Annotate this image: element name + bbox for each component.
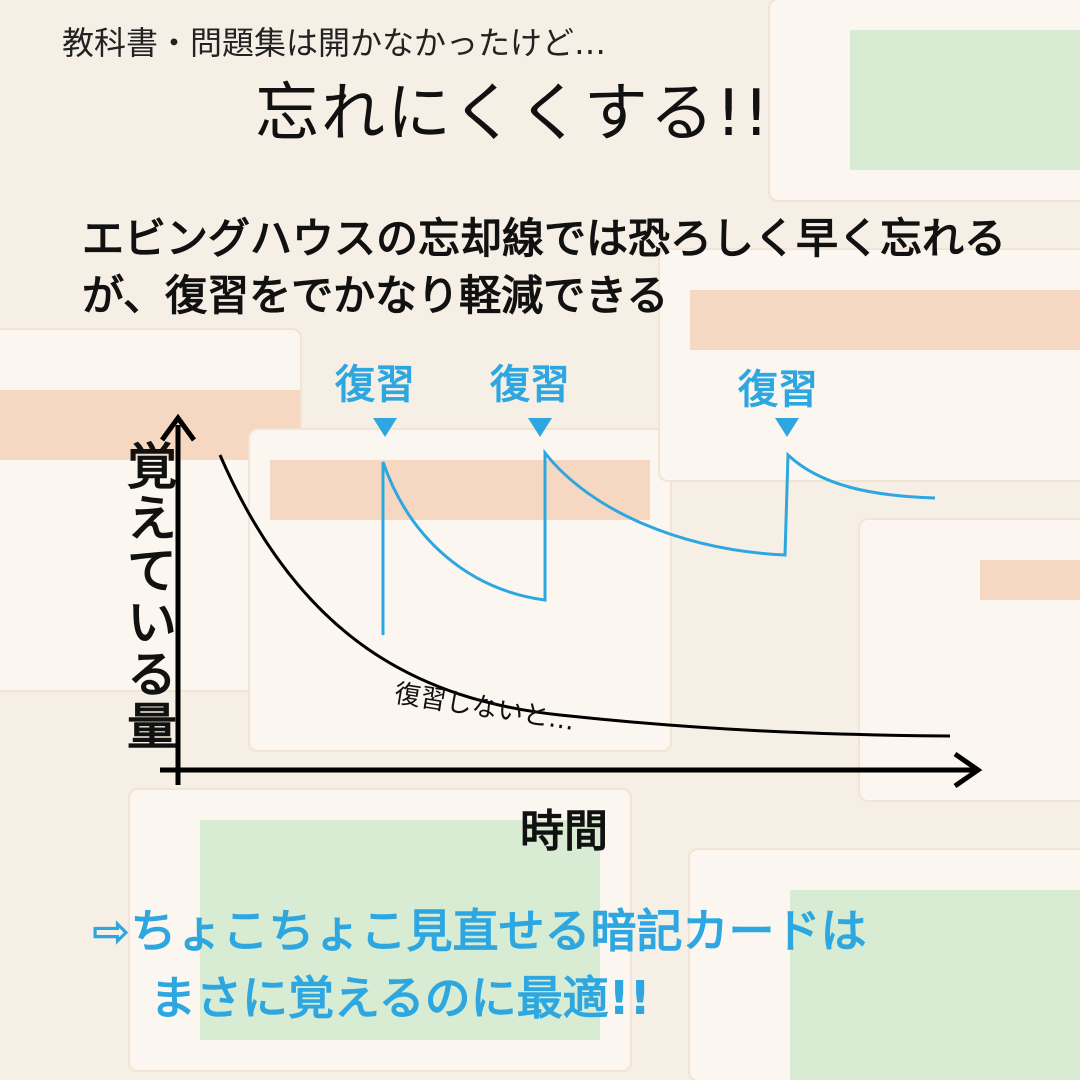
background-card [860,520,1080,800]
description-line-2: が、復習をでかなり軽減できる [82,271,669,320]
background-card [660,250,1080,480]
y-axis [159,413,197,785]
page-title: 忘れにくくする!! [255,77,772,151]
x-axis [160,751,983,789]
background-card [690,850,1080,1080]
description-line-1: エビングハウスの忘却線では恐ろしく早く忘れる [82,214,1007,263]
review-marker-triangle [373,418,397,437]
review-label-3: 復習 [738,367,818,413]
x-axis-label: 時間 [520,806,608,857]
review-curve [381,448,936,635]
conclusion-line-2: まさに覚えるのに最適!! [150,971,651,1025]
forgetting-curve [218,454,951,738]
review-marker-triangle [528,418,552,437]
background-card [130,790,630,1070]
y-axis-label: 覚えている量 [119,440,177,752]
review-label-2: 復習 [490,362,570,408]
review-marker-triangle [775,418,799,437]
background-card [770,0,1080,200]
review-label-1: 復習 [335,362,415,408]
subtitle: 教科書・問題集は開かなかったけど… [62,24,607,62]
background-card [250,430,670,750]
conclusion-line-1: ⇨ちょこちょこ見直せる暗記カードは [92,904,867,958]
